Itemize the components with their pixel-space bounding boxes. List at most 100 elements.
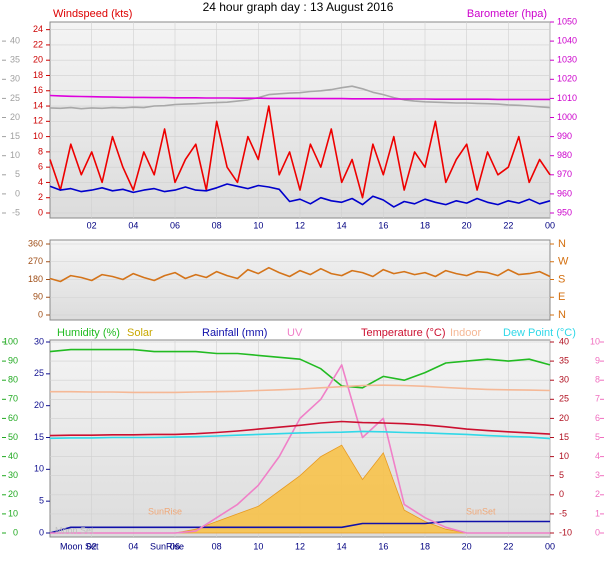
y-tick-label: 25: [559, 394, 569, 404]
annotation: Moon Set: [60, 541, 99, 551]
plot-area: [49, 239, 551, 321]
y-tick-label: 90: [33, 292, 43, 302]
line: [49, 430, 551, 440]
y-tick-label: 0: [15, 188, 20, 198]
line: [49, 520, 550, 534]
y-tick-label: 15: [559, 432, 569, 442]
line: [49, 105, 551, 199]
y-tick-label: 10: [559, 451, 569, 461]
line: [50, 384, 551, 394]
y-tick-label: 3: [595, 470, 600, 480]
y-tick-label: 16: [33, 85, 43, 95]
y-tick-label: 50: [8, 432, 18, 442]
y-tick-label: 90: [8, 355, 18, 365]
y-tick-label: E: [558, 291, 565, 303]
legend-entry: Indoor: [450, 327, 482, 339]
y-tick-label: 100: [3, 336, 18, 346]
y-tick-label: 10: [8, 508, 18, 518]
annotation: SunRise: [148, 506, 182, 516]
x-tick-label: 04: [128, 220, 138, 230]
y-tick-label: 20: [33, 55, 43, 65]
y-tick-label: 0: [559, 489, 564, 499]
x-tick-label: 14: [337, 220, 347, 230]
y-tick-label: 0: [595, 527, 600, 537]
y-tick-label: 25: [34, 368, 44, 378]
annotation: SunRise: [150, 541, 184, 551]
y-tick-label: 270: [28, 256, 43, 266]
y-tick-label: 15: [34, 432, 44, 442]
legend-entry: UV: [287, 327, 303, 339]
y-tick-label: 9: [595, 355, 600, 365]
x-tick-label: 00: [545, 220, 555, 230]
y-tick-label: 1020: [557, 74, 577, 84]
x-tick-label: 16: [378, 541, 388, 551]
y-tick-label: -5: [559, 508, 567, 518]
x-tick-label: 16: [378, 220, 388, 230]
y-tick-label: N: [558, 238, 566, 250]
y-tick-label: 0: [38, 309, 43, 319]
y-tick-label: 35: [559, 355, 569, 365]
x-tick-label: 08: [212, 541, 222, 551]
y2-axis-label: Barometer (hpa): [467, 8, 547, 20]
x-tick-label: 02: [87, 220, 97, 230]
y-tick-label: 180: [28, 274, 43, 284]
x-tick-label: 20: [462, 220, 472, 230]
y-tick-label: 20: [8, 489, 18, 499]
y-tick-label: 14: [33, 100, 43, 110]
x-tick-label: 18: [420, 541, 430, 551]
y-tick-label: -5: [12, 207, 20, 217]
y-tick-label: 24: [33, 24, 43, 34]
line: [50, 364, 550, 534]
y-tick-label: 8: [38, 146, 43, 156]
y-tick-label: 10: [34, 464, 44, 474]
y-tick-label: W: [558, 256, 569, 268]
legend-entry: Solar: [127, 327, 153, 339]
y-tick-label: 950: [557, 207, 572, 217]
y-tick-label: 0: [38, 207, 43, 217]
line: [49, 85, 551, 110]
x-tick-label: 12: [295, 541, 305, 551]
y-tick-label: 10: [33, 131, 43, 141]
y-tick-label: 35: [10, 55, 20, 65]
y-tick-label: 40: [10, 35, 20, 45]
x-tick-label: 06: [170, 541, 180, 551]
y-tick-label: 1050: [557, 16, 577, 26]
y-tick-label: 30: [8, 470, 18, 480]
x-tick-label: 06: [170, 220, 180, 230]
x-tick-label: 10: [253, 220, 263, 230]
y-tick-label: 1030: [557, 55, 577, 65]
x-tick-label: 04: [128, 541, 138, 551]
y-tick-label: 0: [13, 527, 18, 537]
y-tick-label: 7: [595, 394, 600, 404]
y-tick-label: 30: [559, 375, 569, 385]
y-tick-label: 30: [10, 74, 20, 84]
x-tick-label: 20: [462, 541, 472, 551]
y-tick-label: 20: [559, 413, 569, 423]
line: [49, 420, 551, 437]
x-tick-label: 18: [420, 220, 430, 230]
line: [49, 94, 550, 101]
y-tick-label: 15: [10, 131, 20, 141]
y-tick-label: 22: [33, 39, 43, 49]
line: [49, 348, 551, 389]
x-tick-label: 12: [295, 220, 305, 230]
y-tick-label: 5: [15, 169, 20, 179]
y-tick-label: 8: [595, 375, 600, 385]
y-tick-label: 5: [595, 432, 600, 442]
y-tick-label: 5: [39, 496, 44, 506]
x-tick-label: 22: [503, 541, 513, 551]
y-tick-label: S: [558, 273, 565, 285]
y-tick-label: 60: [8, 413, 18, 423]
legend-entry: Humidity (%): [57, 327, 120, 339]
y-tick-label: 10: [590, 336, 600, 346]
x-tick-label: 02: [87, 541, 97, 551]
legend-entry: Dew Point (°C): [503, 327, 576, 339]
annotation: Moon Set: [55, 525, 94, 535]
y-tick-label: 6: [595, 413, 600, 423]
y-tick-label: 10: [10, 150, 20, 160]
y-tick-label: 30: [34, 336, 44, 346]
y-tick-label: 2: [38, 192, 43, 202]
y-tick-label: 980: [557, 150, 572, 160]
x-tick-label: 14: [337, 541, 347, 551]
y-axis-label: Windspeed (kts): [53, 8, 132, 20]
